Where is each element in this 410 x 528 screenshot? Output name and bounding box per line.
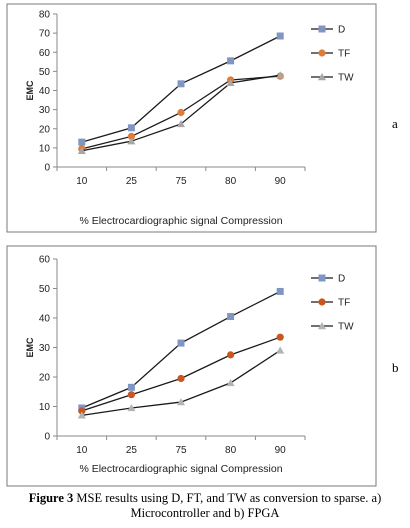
data-point-d <box>227 313 235 321</box>
y-tick-label: 50 <box>39 67 51 78</box>
panel-label-b: b <box>392 360 399 375</box>
x-tick-label: 25 <box>126 445 138 456</box>
y-axis-title: EMC <box>25 80 35 101</box>
legend-marker-d <box>318 274 326 282</box>
legend-label-d: D <box>338 25 345 36</box>
legend-label-tf: TF <box>338 49 350 60</box>
data-point-d <box>127 383 135 391</box>
y-tick-label: 20 <box>39 373 51 384</box>
y-tick-label: 50 <box>39 284 51 295</box>
legend-marker-tf <box>318 49 326 57</box>
data-point-tw <box>127 403 136 412</box>
data-point-tf <box>78 407 86 415</box>
data-point-d <box>177 339 185 347</box>
y-tick-label: 80 <box>39 10 51 21</box>
data-point-tf <box>127 132 135 140</box>
x-axis-title: % Electrocardiographic signal Compressio… <box>79 215 282 227</box>
data-point-d <box>177 80 185 88</box>
x-tick-label: 25 <box>126 176 138 187</box>
chart-a-svg: 0 10 20 30 40 50 60 70 80 10 25 75 80 90 % Electrocard… <box>6 3 377 233</box>
chart-b: 0 10 20 30 40 50 60 10 25 75 80 90 % Electrocardiogr… <box>0 240 410 488</box>
x-tick-label: 80 <box>225 176 237 187</box>
legend-marker-tw <box>318 73 326 81</box>
y-tick-label: 60 <box>39 255 51 266</box>
y-tick-label: 10 <box>39 143 51 154</box>
legend-marker-tw <box>318 322 326 330</box>
legend-label-tw: TW <box>338 322 354 333</box>
caption-text: MSE results using D, FT, and TW as conve… <box>73 491 382 520</box>
data-point-tf <box>127 391 135 399</box>
data-point-tf <box>177 374 185 383</box>
x-tick-label: 75 <box>175 445 187 456</box>
chart-a: 0 10 20 30 40 50 60 70 80 10 25 75 80 90 % Electrocard… <box>0 0 410 240</box>
data-point-d <box>78 138 86 146</box>
legend-marker-d <box>318 25 326 33</box>
caption-prefix: Figure 3 <box>28 491 74 505</box>
x-tick-label: 75 <box>175 176 187 187</box>
x-tick-label: 80 <box>225 445 237 456</box>
data-point-d <box>227 57 235 65</box>
data-point-tw <box>276 346 285 354</box>
data-point-tw <box>276 71 285 79</box>
data-point-tw <box>177 398 185 406</box>
data-point-d <box>127 124 135 132</box>
data-point-d <box>276 32 284 40</box>
legend-label-tw: TW <box>338 73 354 84</box>
data-point-tw <box>226 78 235 87</box>
y-tick-label: 0 <box>44 163 50 174</box>
y-tick-label: 40 <box>39 314 51 325</box>
legend-marker-tf <box>318 298 326 306</box>
y-tick-label: 30 <box>39 105 51 116</box>
y-axis-title: EMC <box>25 337 35 358</box>
y-tick-label: 30 <box>39 343 51 354</box>
x-tick-label: 90 <box>275 445 287 456</box>
figure-caption: Figure 3 MSE results using D, FT, and TW… <box>0 491 410 521</box>
data-point-tf <box>177 108 185 117</box>
x-axis-title: % Electrocardiographic signal Compressio… <box>79 463 282 475</box>
y-tick-label: 20 <box>39 124 51 135</box>
y-tick-label: 0 <box>44 432 50 443</box>
data-point-tw <box>177 119 185 128</box>
chart-b-svg: 0 10 20 30 40 50 60 10 25 75 80 90 % Electrocardiogr… <box>6 245 377 487</box>
legend-label-d: D <box>338 274 345 285</box>
y-tick-label: 70 <box>39 29 51 40</box>
panel-label-a: a <box>392 116 398 131</box>
x-tick-label: 10 <box>76 445 88 456</box>
x-tick-label: 90 <box>275 176 287 187</box>
data-point-tw <box>127 137 136 145</box>
data-point-tf <box>227 351 235 359</box>
y-tick-label: 10 <box>39 402 51 413</box>
chart-frame <box>6 3 377 233</box>
data-point-tw <box>226 378 235 387</box>
legend-label-tf: TF <box>338 298 350 309</box>
data-point-d <box>276 287 284 295</box>
y-tick-label: 60 <box>39 48 51 59</box>
x-tick-label: 10 <box>76 176 88 187</box>
data-point-tw <box>77 146 86 154</box>
data-point-tf <box>276 333 284 341</box>
y-tick-label: 40 <box>39 86 51 97</box>
data-point-tw <box>77 411 86 419</box>
chart-frame <box>6 245 377 487</box>
